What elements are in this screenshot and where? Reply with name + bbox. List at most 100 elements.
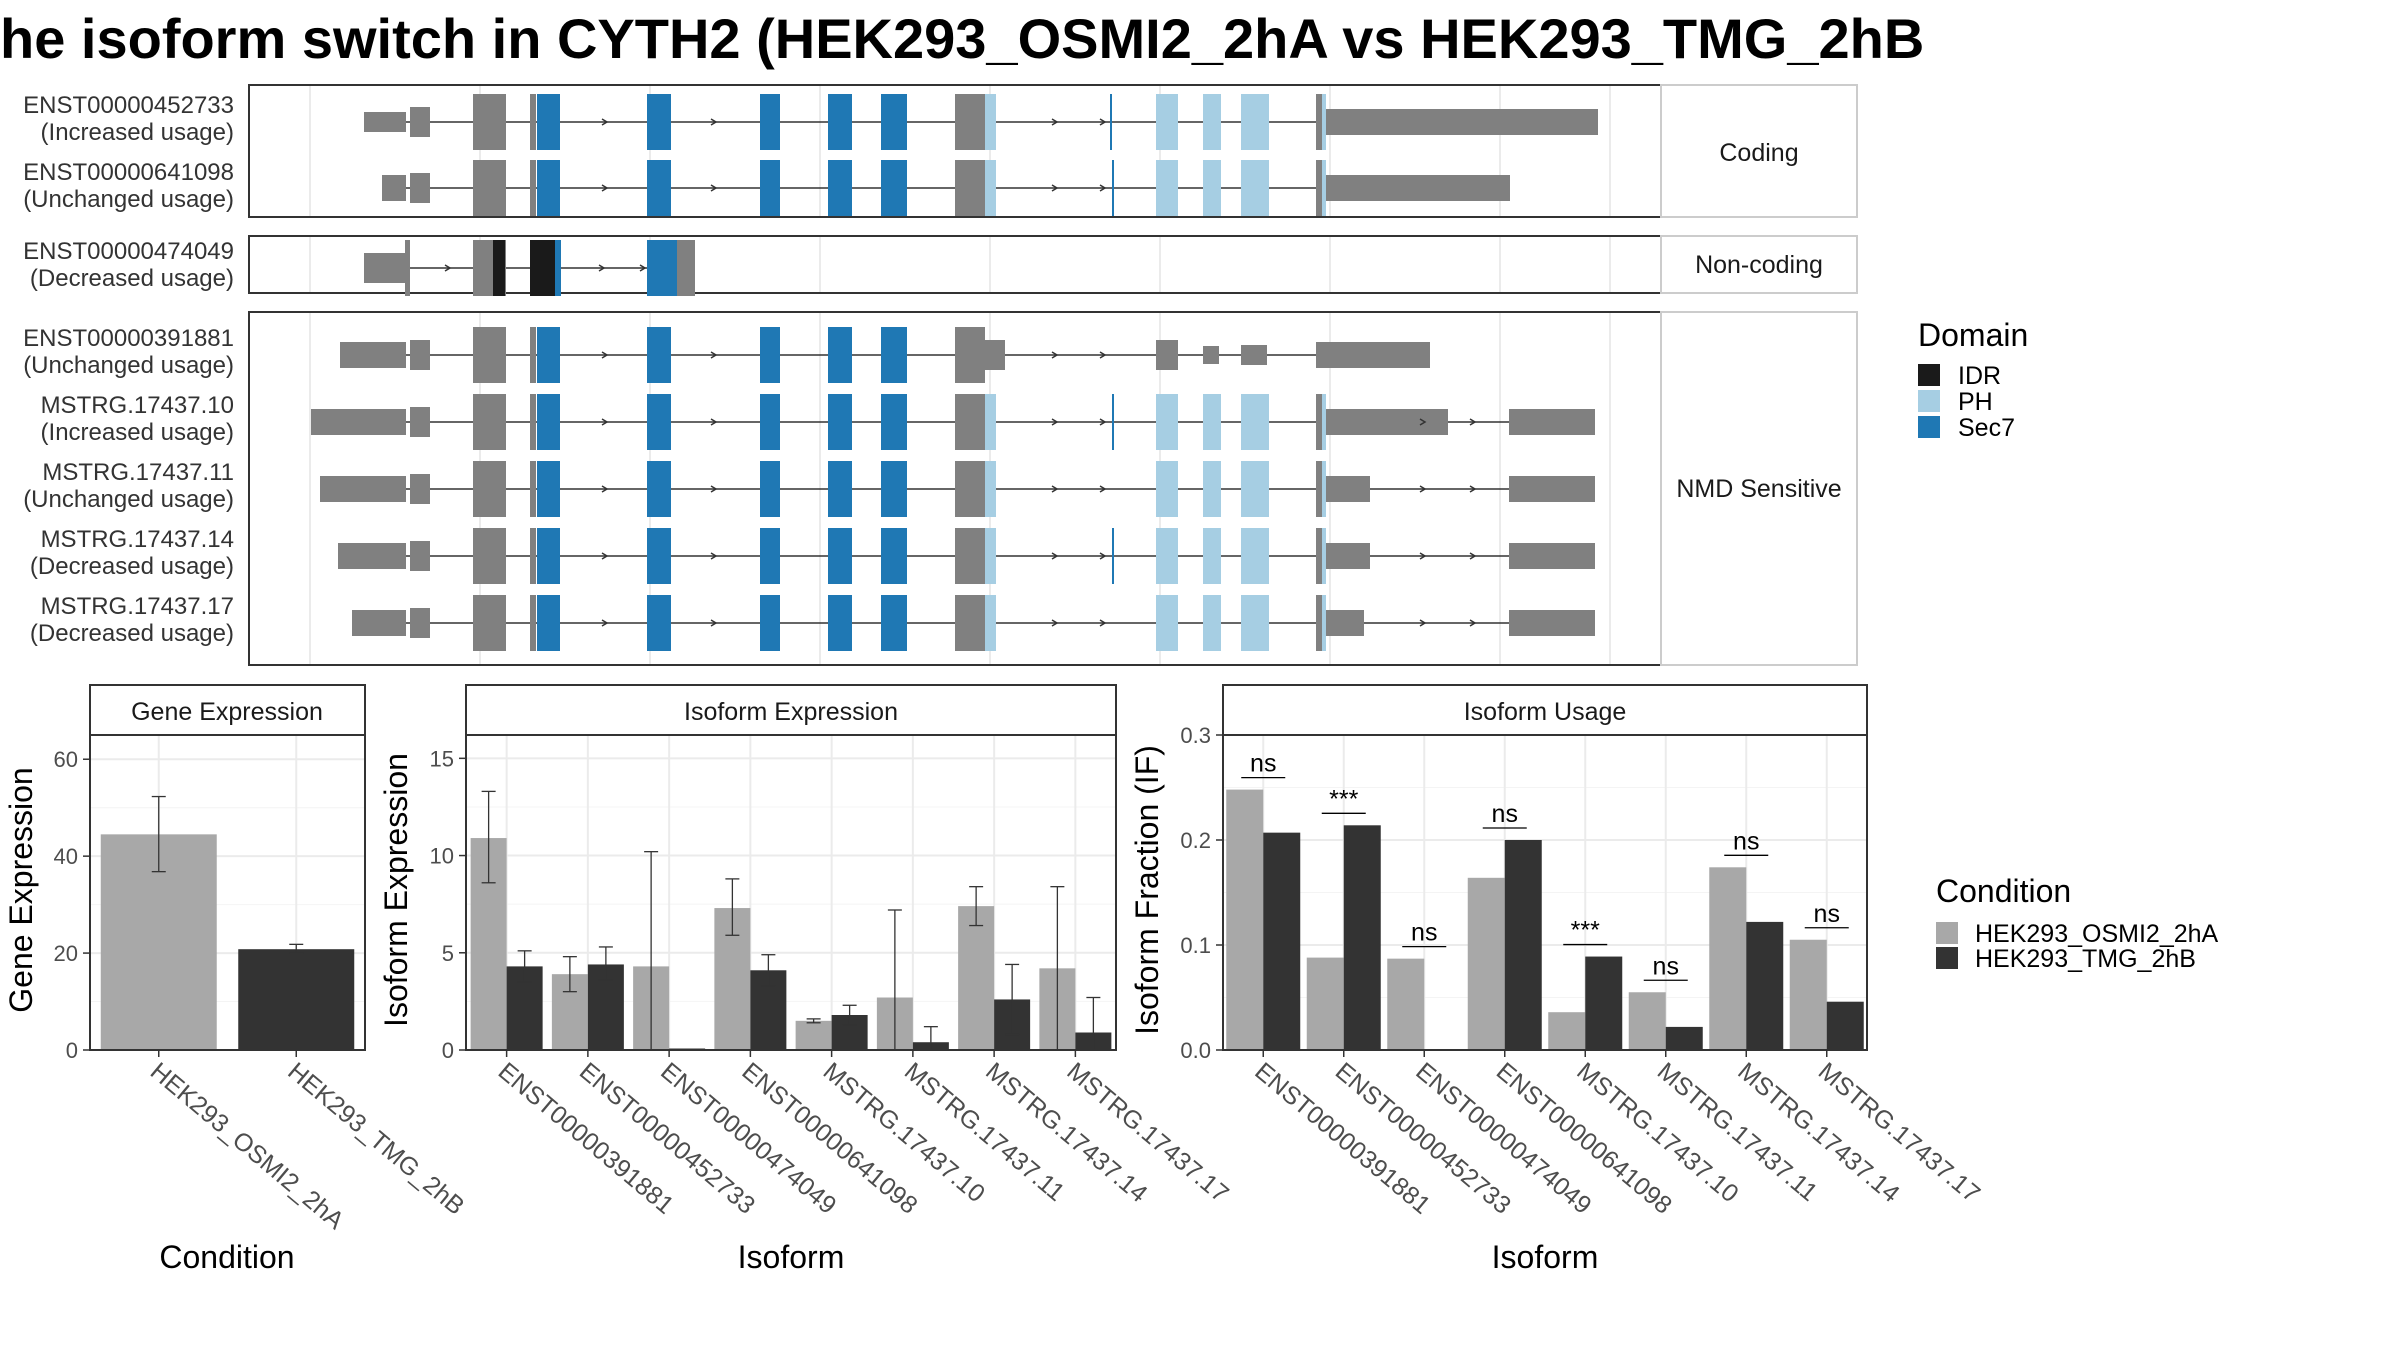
significance-label: ns (1814, 900, 1840, 928)
condition-legend: Condition HEK293_OSMI2_2hA HEK293_TMG_2h… (1936, 873, 2219, 973)
intron-arrow (710, 619, 718, 627)
exon (1316, 528, 1322, 584)
y-tick-label: 0.2 (1180, 828, 1211, 853)
ph-domain (1241, 461, 1269, 517)
bar (958, 906, 995, 1050)
y-tick-label: 15 (430, 746, 454, 771)
idr-domain (530, 240, 555, 296)
bar (1585, 956, 1623, 1050)
exon (410, 474, 430, 504)
y-tick-label: 0 (66, 1038, 78, 1063)
y-tick-label: 0.3 (1180, 723, 1211, 748)
bar (1746, 921, 1784, 1050)
exon (1326, 175, 1510, 201)
exon (530, 327, 536, 383)
condition-legend-label: HEK293_TMG_2hB (1975, 945, 2196, 973)
ph-domain (1203, 461, 1221, 517)
exon (473, 595, 506, 651)
exon (1316, 394, 1322, 450)
exon (955, 595, 969, 651)
intron-arrow (1099, 118, 1107, 126)
intron-arrow (1051, 184, 1059, 192)
intron-arrow (444, 264, 452, 272)
exon (1316, 461, 1322, 517)
exon (473, 394, 506, 450)
x-axis-label: Isoform (1492, 1239, 1599, 1275)
exon (1326, 610, 1364, 636)
figure-title: he isoform switch in CYTH2 (HEK293_OSMI2… (0, 7, 1924, 70)
exon (1316, 342, 1430, 368)
intron-arrow (601, 351, 609, 359)
intron-arrow (1469, 619, 1477, 627)
sec7-domain (828, 327, 852, 383)
exon (1203, 346, 1219, 364)
exon (969, 461, 985, 517)
ph-domain (1203, 94, 1221, 150)
exon (1326, 476, 1370, 502)
sec7-domain (555, 240, 561, 296)
isoform-id-label: MSTRG.17437.17 (41, 593, 234, 620)
sec7-domain (1112, 528, 1114, 584)
bar-chart-panels: Gene Expression Gene Expression Conditio… (3, 684, 2219, 1275)
exon (405, 240, 410, 296)
exon (352, 610, 406, 636)
ph-legend-swatch (1918, 390, 1940, 412)
intron-arrow (1051, 619, 1059, 627)
sec7-domain (760, 595, 780, 651)
sec7-domain (881, 528, 907, 584)
exon (473, 94, 506, 150)
intron-arrow (639, 264, 647, 272)
sec7-domain (537, 595, 560, 651)
ph-domain (1156, 528, 1178, 584)
sec7-domain (881, 595, 907, 651)
bar (795, 1020, 832, 1050)
isoform-usage-label: (Increased usage) (41, 419, 234, 446)
y-tick-label: 40 (54, 844, 78, 869)
ph-domain (985, 394, 996, 450)
isoform-id-label: ENST00000641098 (23, 159, 234, 186)
sec7-domain (537, 160, 560, 216)
exon (1509, 476, 1595, 502)
ph-domain (1241, 94, 1269, 150)
intron-arrow (1099, 619, 1107, 627)
ph-domain (985, 461, 996, 517)
gene-expression-panel: Gene Expression Gene Expression Conditio… (3, 684, 470, 1275)
x-axis-label: Isoform (738, 1239, 845, 1275)
intron-arrow (1469, 552, 1477, 560)
ph-domain (1156, 595, 1178, 651)
bar (1306, 957, 1344, 1050)
exon (1326, 109, 1598, 135)
sec7-domain (647, 160, 671, 216)
exon (364, 112, 406, 132)
exon (530, 528, 536, 584)
intron-arrow (1051, 485, 1059, 493)
bar (1263, 832, 1301, 1050)
isoform-usage-label: (Increased usage) (41, 119, 234, 146)
sec7-domain (828, 461, 852, 517)
sec7-domain (881, 327, 907, 383)
y-tick-label: 10 (430, 844, 454, 869)
exon (382, 175, 406, 201)
isoform-usage-panel: Isoform Usage Isoform Fraction (IF) Isof… (1129, 684, 1985, 1275)
sec7-domain (537, 461, 560, 517)
ph-domain (1156, 160, 1178, 216)
intron-arrow (1051, 118, 1059, 126)
sec7-domain (828, 394, 852, 450)
sec7-domain (881, 160, 907, 216)
domain-legend-label: Sec7 (1958, 414, 2015, 442)
exon (969, 94, 985, 150)
intron-arrow (1419, 619, 1427, 627)
exon (410, 340, 430, 370)
sec7-domain (881, 461, 907, 517)
bar (1343, 825, 1381, 1050)
intron-arrow (601, 184, 609, 192)
intron-arrow (1099, 418, 1107, 426)
ph-domain (1156, 394, 1178, 450)
panel-border (89, 734, 366, 1051)
ph-domain (1156, 94, 1178, 150)
sec7-domain (647, 94, 671, 150)
significance-label: ns (1653, 952, 1679, 980)
ph-domain (985, 595, 996, 651)
exon (955, 94, 969, 150)
exon (955, 160, 969, 216)
